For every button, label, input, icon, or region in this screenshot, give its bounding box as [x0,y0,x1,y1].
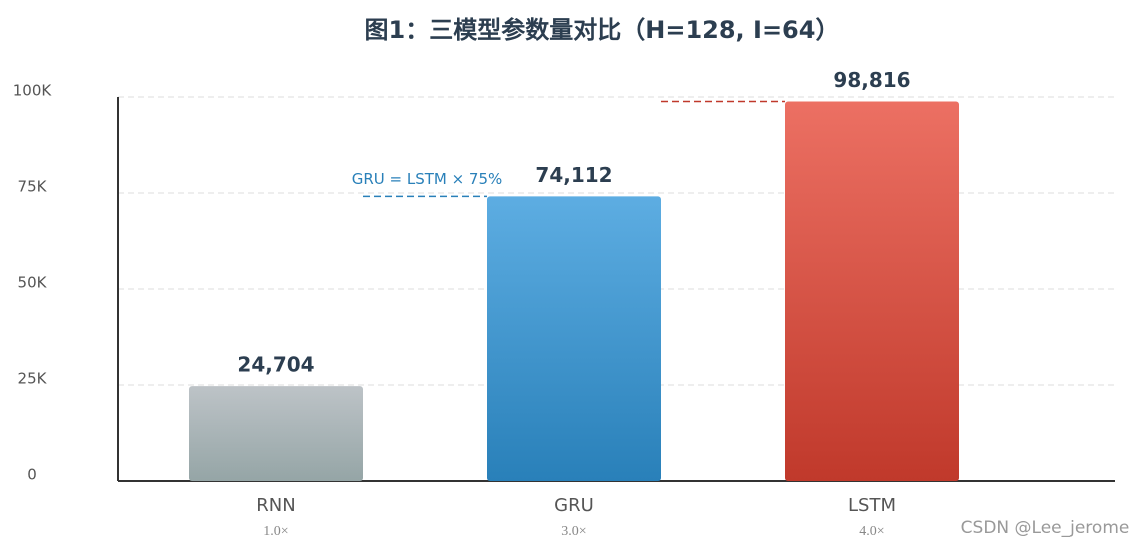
x-tick-label: LSTM [848,495,896,516]
x-tick-sublabel: 3.0× [561,524,586,539]
y-tick-label: 100K [13,82,53,100]
x-tick-label: RNN [256,495,295,516]
value-label: 98,816 [833,68,910,92]
watermark: CSDN @Lee_jerome [961,518,1130,538]
y-tick-label: 50K [18,274,48,292]
value-label: 24,704 [237,353,314,377]
bar [785,101,959,481]
annotation: GRU = LSTM × 75% [352,170,503,188]
y-tick-label: 75K [18,178,48,196]
x-tick-sublabel: 4.0× [859,524,884,539]
x-tick-label: GRU [554,495,594,516]
bar [189,386,363,481]
chart-title: 图1：三模型参数量对比（H=128, I=64） [365,16,840,44]
value-label: 74,112 [535,163,612,187]
bar [487,196,661,482]
x-tick-sublabel: 1.0× [263,524,288,539]
y-tick-label: 0 [27,466,37,484]
y-tick-label: 25K [18,370,48,388]
